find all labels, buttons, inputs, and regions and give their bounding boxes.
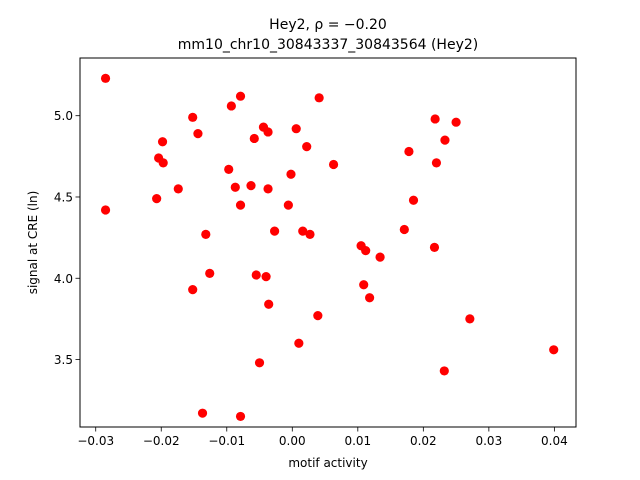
data-point	[264, 299, 274, 309]
data-point	[286, 169, 296, 179]
x-tick-label: 0.04	[541, 434, 568, 448]
data-point	[188, 112, 198, 122]
data-point	[188, 285, 198, 295]
y-tick-label: 4.0	[54, 272, 73, 286]
data-point	[235, 91, 246, 101]
data-point	[465, 314, 475, 324]
data-point	[173, 184, 183, 194]
data-point	[408, 195, 419, 205]
data-point	[251, 270, 261, 280]
data-point	[197, 408, 208, 418]
data-point	[263, 184, 273, 194]
data-point	[201, 229, 211, 239]
data-point	[235, 411, 246, 422]
x-tick-label: 0.03	[475, 434, 502, 448]
data-point	[549, 345, 559, 355]
data-point	[328, 159, 339, 170]
chart-title-line1: Hey2, ρ = −0.20	[269, 17, 387, 33]
x-tick-label: 0.02	[410, 434, 437, 448]
x-tick-label: 0.01	[344, 434, 371, 448]
data-point	[291, 124, 301, 134]
y-tick-label: 4.5	[54, 190, 73, 204]
data-point	[359, 280, 369, 290]
data-point	[157, 137, 168, 147]
data-point	[375, 252, 385, 262]
data-point	[431, 158, 442, 168]
data-point	[429, 242, 440, 252]
points-layer	[100, 73, 559, 422]
data-point	[440, 135, 450, 145]
data-point	[430, 114, 440, 124]
x-tick-label: −0.01	[208, 434, 245, 448]
data-point	[361, 246, 371, 256]
data-point	[399, 224, 409, 235]
data-point	[365, 293, 375, 303]
data-point	[294, 338, 304, 348]
x-tick-label: 0.00	[279, 434, 306, 448]
x-ticks: −0.03 −0.02 −0.01 0.00 0.01 0.02 0.03 0.04	[77, 427, 568, 448]
data-point	[404, 146, 414, 157]
data-point	[246, 181, 256, 191]
data-point	[263, 127, 273, 137]
data-point	[100, 205, 111, 215]
data-point	[313, 311, 323, 321]
data-point	[249, 133, 259, 144]
x-axis-label: motif activity	[288, 456, 367, 470]
data-point	[158, 158, 168, 168]
y-axis-label: signal at CRE (ln)	[26, 191, 40, 295]
data-point	[230, 182, 240, 192]
data-point	[283, 200, 293, 210]
data-point	[193, 128, 203, 139]
data-point	[254, 358, 265, 368]
plot-area	[80, 58, 576, 427]
data-point	[205, 268, 215, 278]
data-point	[439, 366, 449, 376]
data-point	[298, 226, 308, 236]
axes-frame	[79, 57, 577, 428]
data-point	[270, 226, 280, 236]
y-tick-label: 5.0	[54, 109, 73, 123]
data-point	[261, 272, 271, 282]
data-point	[314, 93, 324, 103]
chart-title-line2: mm10_chr10_30843337_30843564 (Hey2)	[178, 37, 478, 53]
data-point	[302, 141, 312, 152]
x-tick-label: −0.03	[77, 434, 114, 448]
data-point	[451, 117, 461, 127]
data-point	[226, 101, 236, 111]
x-tick-label: −0.02	[143, 434, 180, 448]
y-tick-label: 3.5	[54, 353, 73, 367]
data-point	[224, 164, 234, 174]
data-point	[235, 200, 246, 210]
data-point	[152, 194, 162, 204]
data-point	[305, 229, 315, 239]
y-ticks: 3.5 4.0 4.5 5.0	[54, 109, 80, 367]
data-point	[100, 73, 111, 83]
